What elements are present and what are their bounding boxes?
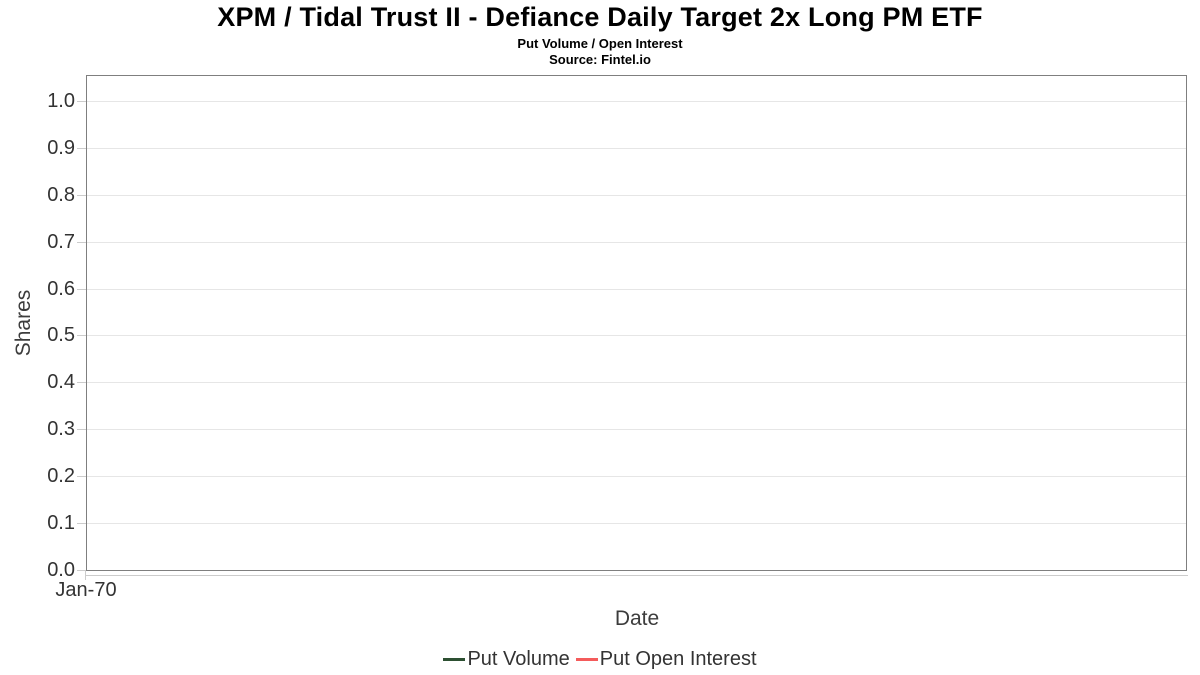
x-axis-title: Date (614, 607, 660, 630)
plot-area (86, 75, 1187, 571)
chart-source-note: Source: Fintel.io (549, 52, 651, 67)
y-tick-mark (77, 289, 86, 290)
y-tick-mark (77, 335, 86, 336)
y-tick-label: 0.7 (47, 231, 75, 253)
y-tick-label: 0.5 (47, 324, 75, 346)
y-tick-label: 0.3 (47, 418, 75, 440)
y-tick-mark (77, 242, 86, 243)
y-tick-mark (77, 382, 86, 383)
y-tick-mark (77, 570, 86, 571)
gridline (87, 335, 1186, 336)
chart-subtitle: Put Volume / Open Interest (517, 36, 683, 51)
legend-item: Put Volume (443, 647, 570, 671)
gridline (87, 242, 1186, 243)
legend-label: Put Open Interest (599, 647, 757, 670)
legend-line-marker (443, 657, 466, 661)
legend: Put Volume Put Open Interest (0, 645, 1200, 673)
y-tick-mark (77, 523, 86, 524)
gridline (87, 523, 1186, 524)
y-tick-label: 0.0 (47, 559, 75, 581)
gridline (87, 195, 1186, 196)
gridline (87, 289, 1186, 290)
y-tick-mark (77, 195, 86, 196)
y-tick-mark (77, 476, 86, 477)
y-tick-label: 0.1 (47, 512, 75, 534)
y-tick-label: 0.9 (47, 137, 75, 159)
x-tick-mark (85, 571, 86, 580)
y-tick-label: 0.8 (47, 184, 75, 206)
y-tick-mark (77, 148, 86, 149)
legend-item: Put Open Interest (575, 647, 757, 671)
y-tick-label: 0.2 (47, 465, 75, 487)
legend-line-marker (575, 657, 598, 661)
y-axis-title: Shares (12, 289, 35, 357)
gridline (87, 148, 1186, 149)
gridline (87, 382, 1186, 383)
legend-label: Put Volume (467, 647, 570, 670)
gridline (87, 101, 1186, 102)
y-tick-label: 0.6 (47, 278, 75, 300)
y-tick-label: 0.4 (47, 371, 75, 393)
gridline (87, 476, 1186, 477)
y-tick-mark (77, 429, 86, 430)
chart-title: XPM / Tidal Trust II - Defiance Daily Ta… (217, 2, 983, 32)
y-tick-mark (77, 101, 86, 102)
x-axis-line (86, 575, 1188, 576)
gridline (87, 429, 1186, 430)
x-tick-label: Jan-70 (55, 579, 117, 601)
y-tick-label: 1.0 (47, 90, 75, 112)
